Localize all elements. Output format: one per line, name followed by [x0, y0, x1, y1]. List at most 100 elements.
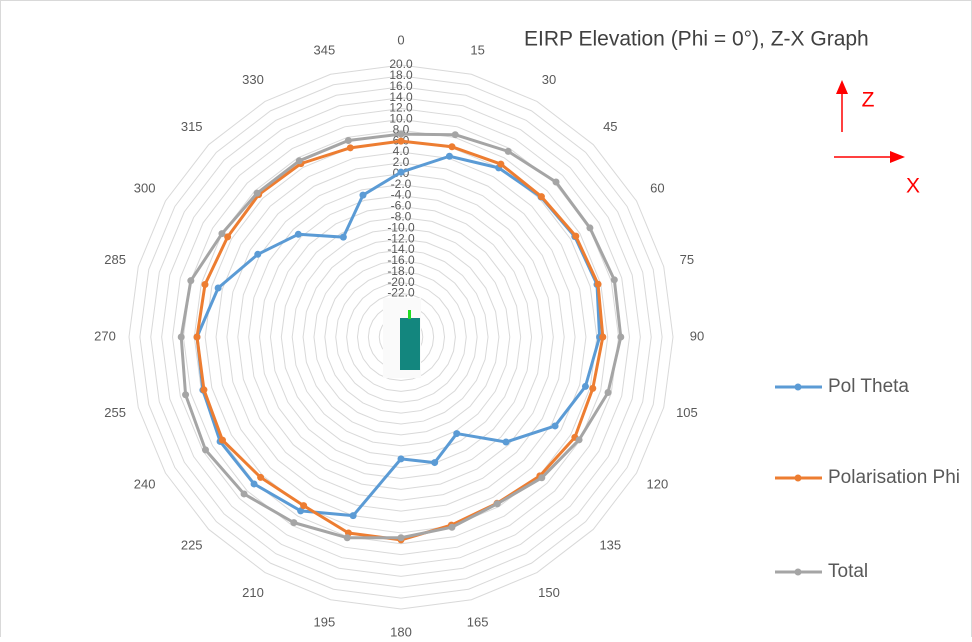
- data-point: [344, 136, 352, 144]
- grid-ring: [150, 86, 652, 588]
- icon-body: [400, 318, 420, 370]
- legend-marker: [794, 383, 802, 391]
- data-point: [294, 230, 302, 238]
- z-arrow-head: [836, 80, 848, 94]
- r-tick-label: 12.0: [389, 101, 413, 115]
- grid-ring: [324, 260, 478, 414]
- annotation: Z: [862, 89, 875, 112]
- data-point: [397, 137, 405, 145]
- angle-label: 105: [676, 405, 698, 420]
- r-tick-label: -16.0: [387, 253, 415, 267]
- data-point: [240, 490, 248, 498]
- angle-label: 255: [104, 405, 126, 420]
- data-point: [193, 333, 201, 341]
- angle-label: 180: [390, 624, 412, 637]
- grid-ring: [335, 271, 467, 403]
- angle-label: 60: [650, 180, 664, 195]
- r-tick-label: -6.0: [391, 199, 412, 213]
- data-point: [257, 473, 265, 481]
- angle-label: 225: [181, 538, 203, 553]
- data-point: [343, 534, 351, 542]
- angle-label: 210: [242, 585, 264, 600]
- data-point: [359, 191, 367, 199]
- angle-label: 240: [134, 476, 156, 491]
- data-point: [201, 280, 209, 288]
- data-point: [575, 436, 583, 444]
- x-arrow-head: [890, 151, 905, 163]
- r-tick-label: -4.0: [391, 188, 412, 202]
- data-point: [224, 233, 232, 241]
- data-point: [200, 386, 208, 394]
- grid-ring: [172, 108, 630, 566]
- r-tick-label: 18.0: [389, 68, 413, 82]
- legend-marker: [794, 474, 802, 482]
- angle-label: 285: [104, 252, 126, 267]
- data-point: [610, 276, 618, 284]
- data-point: [537, 193, 545, 201]
- data-point: [448, 523, 456, 531]
- grid-ring: [259, 195, 543, 479]
- legend-label: Pol Theta: [828, 376, 909, 397]
- angle-label: 345: [314, 43, 336, 58]
- r-tick-label: -14.0: [387, 242, 415, 256]
- legend-label: Polarisation Phi: [828, 467, 960, 488]
- grid-ring: [269, 205, 533, 469]
- data-point: [453, 430, 461, 438]
- data-point: [604, 388, 612, 396]
- data-point: [290, 519, 298, 527]
- r-tick-label: 2.0: [393, 155, 410, 169]
- data-point: [254, 250, 262, 258]
- data-point: [502, 438, 510, 446]
- data-point: [300, 502, 308, 510]
- angle-label: 330: [242, 72, 264, 87]
- antenna-icon: [383, 298, 421, 378]
- r-tick-label: 16.0: [389, 79, 413, 93]
- plot: [177, 130, 625, 544]
- grid-ring: [248, 184, 554, 490]
- r-tick-label: -10.0: [387, 220, 415, 234]
- grid-ring: [128, 64, 674, 610]
- angle-label: 195: [314, 614, 336, 629]
- data-point: [201, 446, 209, 454]
- data-point: [253, 189, 261, 197]
- data-point: [599, 333, 607, 341]
- angle-label: 300: [134, 180, 156, 195]
- data-point: [551, 422, 559, 430]
- data-point: [177, 333, 185, 341]
- legend-marker: [794, 568, 802, 576]
- data-point: [397, 534, 405, 542]
- grid: 0 15 30 45 60 75 90 105 120 135 150 165 180 195 210 225…: [94, 32, 704, 639]
- data-point: [538, 474, 546, 482]
- grid-ring: [302, 238, 500, 436]
- annotation: X: [906, 175, 920, 198]
- r-tick-label: 4.0: [393, 144, 410, 158]
- data-point: [397, 130, 405, 138]
- data-point: [552, 178, 560, 186]
- angle-label: 150: [538, 585, 560, 600]
- grid-ring: [346, 282, 456, 392]
- data-point: [218, 436, 226, 444]
- r-tick-label: -20.0: [387, 275, 415, 289]
- data-point: [451, 131, 459, 139]
- data-point: [448, 143, 456, 151]
- data-point: [182, 391, 190, 399]
- r-tick-label: -2.0: [391, 177, 412, 191]
- data-point: [349, 512, 357, 520]
- data-point: [397, 455, 405, 463]
- data-point: [214, 284, 222, 292]
- data-point: [397, 168, 405, 176]
- data-point: [594, 280, 602, 288]
- data-point: [581, 382, 589, 390]
- grid-ring: [204, 140, 598, 534]
- angle-label: 165: [467, 614, 489, 629]
- data-point: [297, 507, 305, 515]
- data-point: [250, 480, 258, 488]
- data-point: [431, 459, 439, 467]
- legend-label: Total: [828, 561, 868, 582]
- data-point: [504, 147, 512, 155]
- data-point: [572, 232, 580, 240]
- grid-ring: [356, 292, 446, 382]
- data-point: [497, 160, 505, 168]
- data-point: [589, 384, 597, 392]
